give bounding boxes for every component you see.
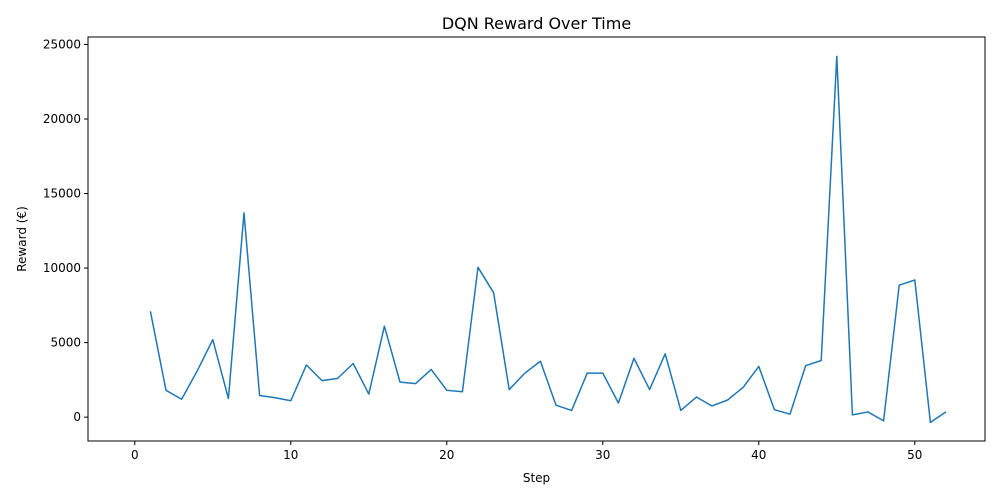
chart-title: DQN Reward Over Time [442,14,631,33]
y-tick-label: 15000 [43,187,81,201]
y-tick-label: 20000 [43,112,81,126]
y-tick-label: 5000 [50,336,81,350]
x-tick-label: 20 [439,448,454,462]
y-axis: 0 5000 10000 15000 20000 25000 [43,37,88,424]
y-axis-label: Reward (€) [15,206,29,272]
x-axis-label: Step [523,471,550,485]
reward-series-line [149,55,947,424]
y-tick-label: 25000 [43,37,81,51]
x-tick-label: 50 [907,448,922,462]
x-tick-label: 10 [283,448,298,462]
x-tick-label: 0 [131,448,139,462]
x-tick-label: 30 [595,448,610,462]
plot-frame [87,36,986,442]
x-tick-label: 40 [751,448,766,462]
x-axis: 0 10 20 30 40 50 [131,441,922,462]
y-tick-label: 10000 [43,261,81,275]
y-tick-label: 0 [73,410,81,424]
plot-area: 0 10 20 30 40 50 0 5000 10000 15000 20000 25000 [43,36,986,462]
